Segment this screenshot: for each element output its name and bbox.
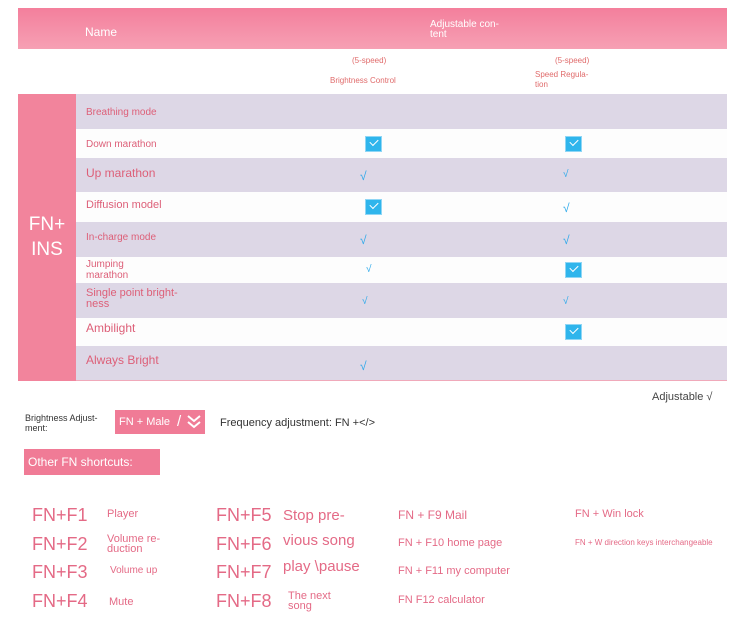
shortcut-item: FN + W direction keys interchangeable — [575, 538, 713, 547]
brightness-key-badge: FN + Male / — [115, 410, 205, 434]
col1-label: Brightness Control — [330, 76, 396, 85]
row-label: Ambilight — [86, 321, 136, 335]
shortcut-item: FN F12 calculator — [398, 594, 485, 606]
row-label: Up marathon — [86, 166, 156, 180]
shortcut-key: FN+F3 — [32, 562, 88, 582]
slash-text: / — [177, 413, 182, 430]
shortcut-item: FN + Win lock — [575, 508, 644, 520]
table-row — [76, 222, 727, 257]
table-subheader: (5-speed) Brightness Control (5-speed) S… — [18, 49, 727, 94]
checkbox-icon — [565, 324, 582, 340]
side-label-fn-ins: FN+ INS — [18, 94, 76, 381]
shortcut-desc: vious song — [283, 532, 355, 549]
shortcut-key: FN+F6 — [216, 534, 272, 554]
col2-speed: (5-speed) — [555, 56, 590, 65]
checkbox-icon — [565, 262, 582, 278]
header-name: Name — [85, 25, 118, 39]
brightness-adjust-label: Brightness Adjust-ment: — [25, 413, 98, 433]
col2-label: Speed Regula-tion — [535, 70, 589, 89]
brightness-key-text: FN + Male — [119, 416, 171, 428]
tick-icon: √ — [366, 264, 372, 275]
shortcut-key: FN+F8 — [216, 591, 272, 611]
shortcut-desc: Player — [107, 508, 139, 520]
checkbox-icon — [365, 136, 382, 152]
shortcut-key: FN+F4 — [32, 591, 88, 611]
shortcut-desc: Mute — [109, 596, 134, 608]
row-label: Always Bright — [86, 353, 159, 367]
table-row — [76, 94, 727, 129]
shortcut-key: FN+F5 — [216, 505, 272, 525]
table-header: Name Adjustable con-tent — [18, 8, 727, 49]
shortcut-desc: play \pause — [283, 558, 360, 575]
shortcut-key: FN+F7 — [216, 562, 272, 582]
shortcut-key: FN+F2 — [32, 534, 88, 554]
tick-icon: √ — [563, 169, 569, 180]
table-row — [76, 192, 727, 222]
row-label: Single point bright-ness — [86, 287, 178, 310]
table-row — [76, 318, 727, 346]
col1-speed: (5-speed) — [352, 56, 387, 65]
tick-icon: √ — [563, 296, 569, 307]
tick-icon: √ — [360, 169, 367, 183]
tick-icon: √ — [563, 233, 570, 247]
row-label: Down marathon — [86, 139, 157, 150]
other-shortcuts-title: Other FN shortcuts: — [24, 449, 160, 475]
table-row — [76, 129, 727, 158]
shortcut-desc: The next song — [288, 590, 331, 612]
tick-icon: √ — [360, 233, 367, 247]
header-adjustable: Adjustable con-tent — [430, 19, 499, 40]
shortcut-desc: Stop pre- — [283, 507, 345, 524]
row-label: Breathing mode — [86, 107, 157, 118]
legend-adjustable: Adjustable √ — [652, 391, 713, 403]
checkbox-icon — [365, 199, 382, 215]
tick-icon: √ — [362, 296, 368, 307]
table-row — [76, 158, 727, 192]
checkbox-icon — [565, 136, 582, 152]
tick-icon: √ — [360, 359, 367, 373]
shortcut-item: FN + F10 home page — [398, 537, 503, 549]
frequency-adjust-text: Frequency adjustment: FN +</> — [220, 417, 375, 429]
table-row — [76, 257, 727, 283]
row-label: Jumping marathon — [86, 259, 129, 281]
shortcut-key: FN+F1 — [32, 505, 88, 525]
shortcut-item: FN + F11 my computer — [398, 565, 510, 577]
side-label-text: FN+ INS — [28, 214, 66, 260]
other-shortcuts-title-text: Other FN shortcuts: — [28, 455, 133, 469]
tick-icon: √ — [563, 201, 570, 215]
row-label: In-charge mode — [86, 232, 157, 243]
table-row — [76, 346, 727, 380]
shortcut-desc: Volume re-duction — [107, 533, 161, 555]
shortcut-desc: Volume up — [110, 565, 158, 576]
chevron-down-icon — [187, 415, 201, 429]
shortcut-item: FN + F9 Mail — [398, 508, 468, 522]
table-row — [76, 283, 727, 318]
row-label: Diffusion model — [86, 199, 162, 211]
